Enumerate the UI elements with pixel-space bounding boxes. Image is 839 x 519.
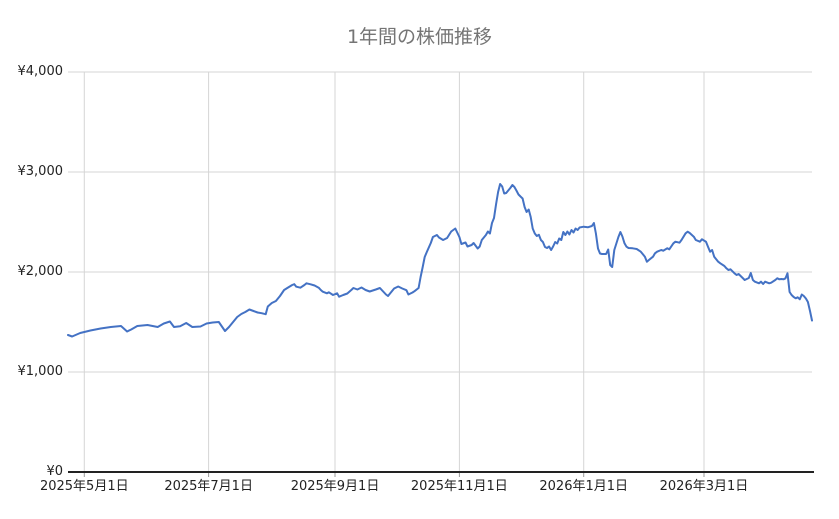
- x-axis-label: 2026年1月1日: [539, 479, 629, 494]
- y-axis-label: ¥0: [46, 464, 63, 479]
- chart-title: 1年間の株価推移: [346, 26, 493, 48]
- x-axis-label: 2025年9月1日: [290, 479, 380, 494]
- y-axis-label: ¥3,000: [17, 164, 64, 179]
- x-axis-label: 2026年3月1日: [659, 479, 749, 494]
- y-axis-label: ¥1,000: [17, 364, 64, 379]
- y-axis-label: ¥2,000: [17, 264, 64, 279]
- x-axis-label: 2025年5月1日: [39, 479, 129, 494]
- y-axis-label: ¥4,000: [17, 64, 64, 79]
- x-axis-label: 2025年7月1日: [164, 479, 253, 494]
- x-axis-label: 2025年11月1日: [410, 479, 508, 494]
